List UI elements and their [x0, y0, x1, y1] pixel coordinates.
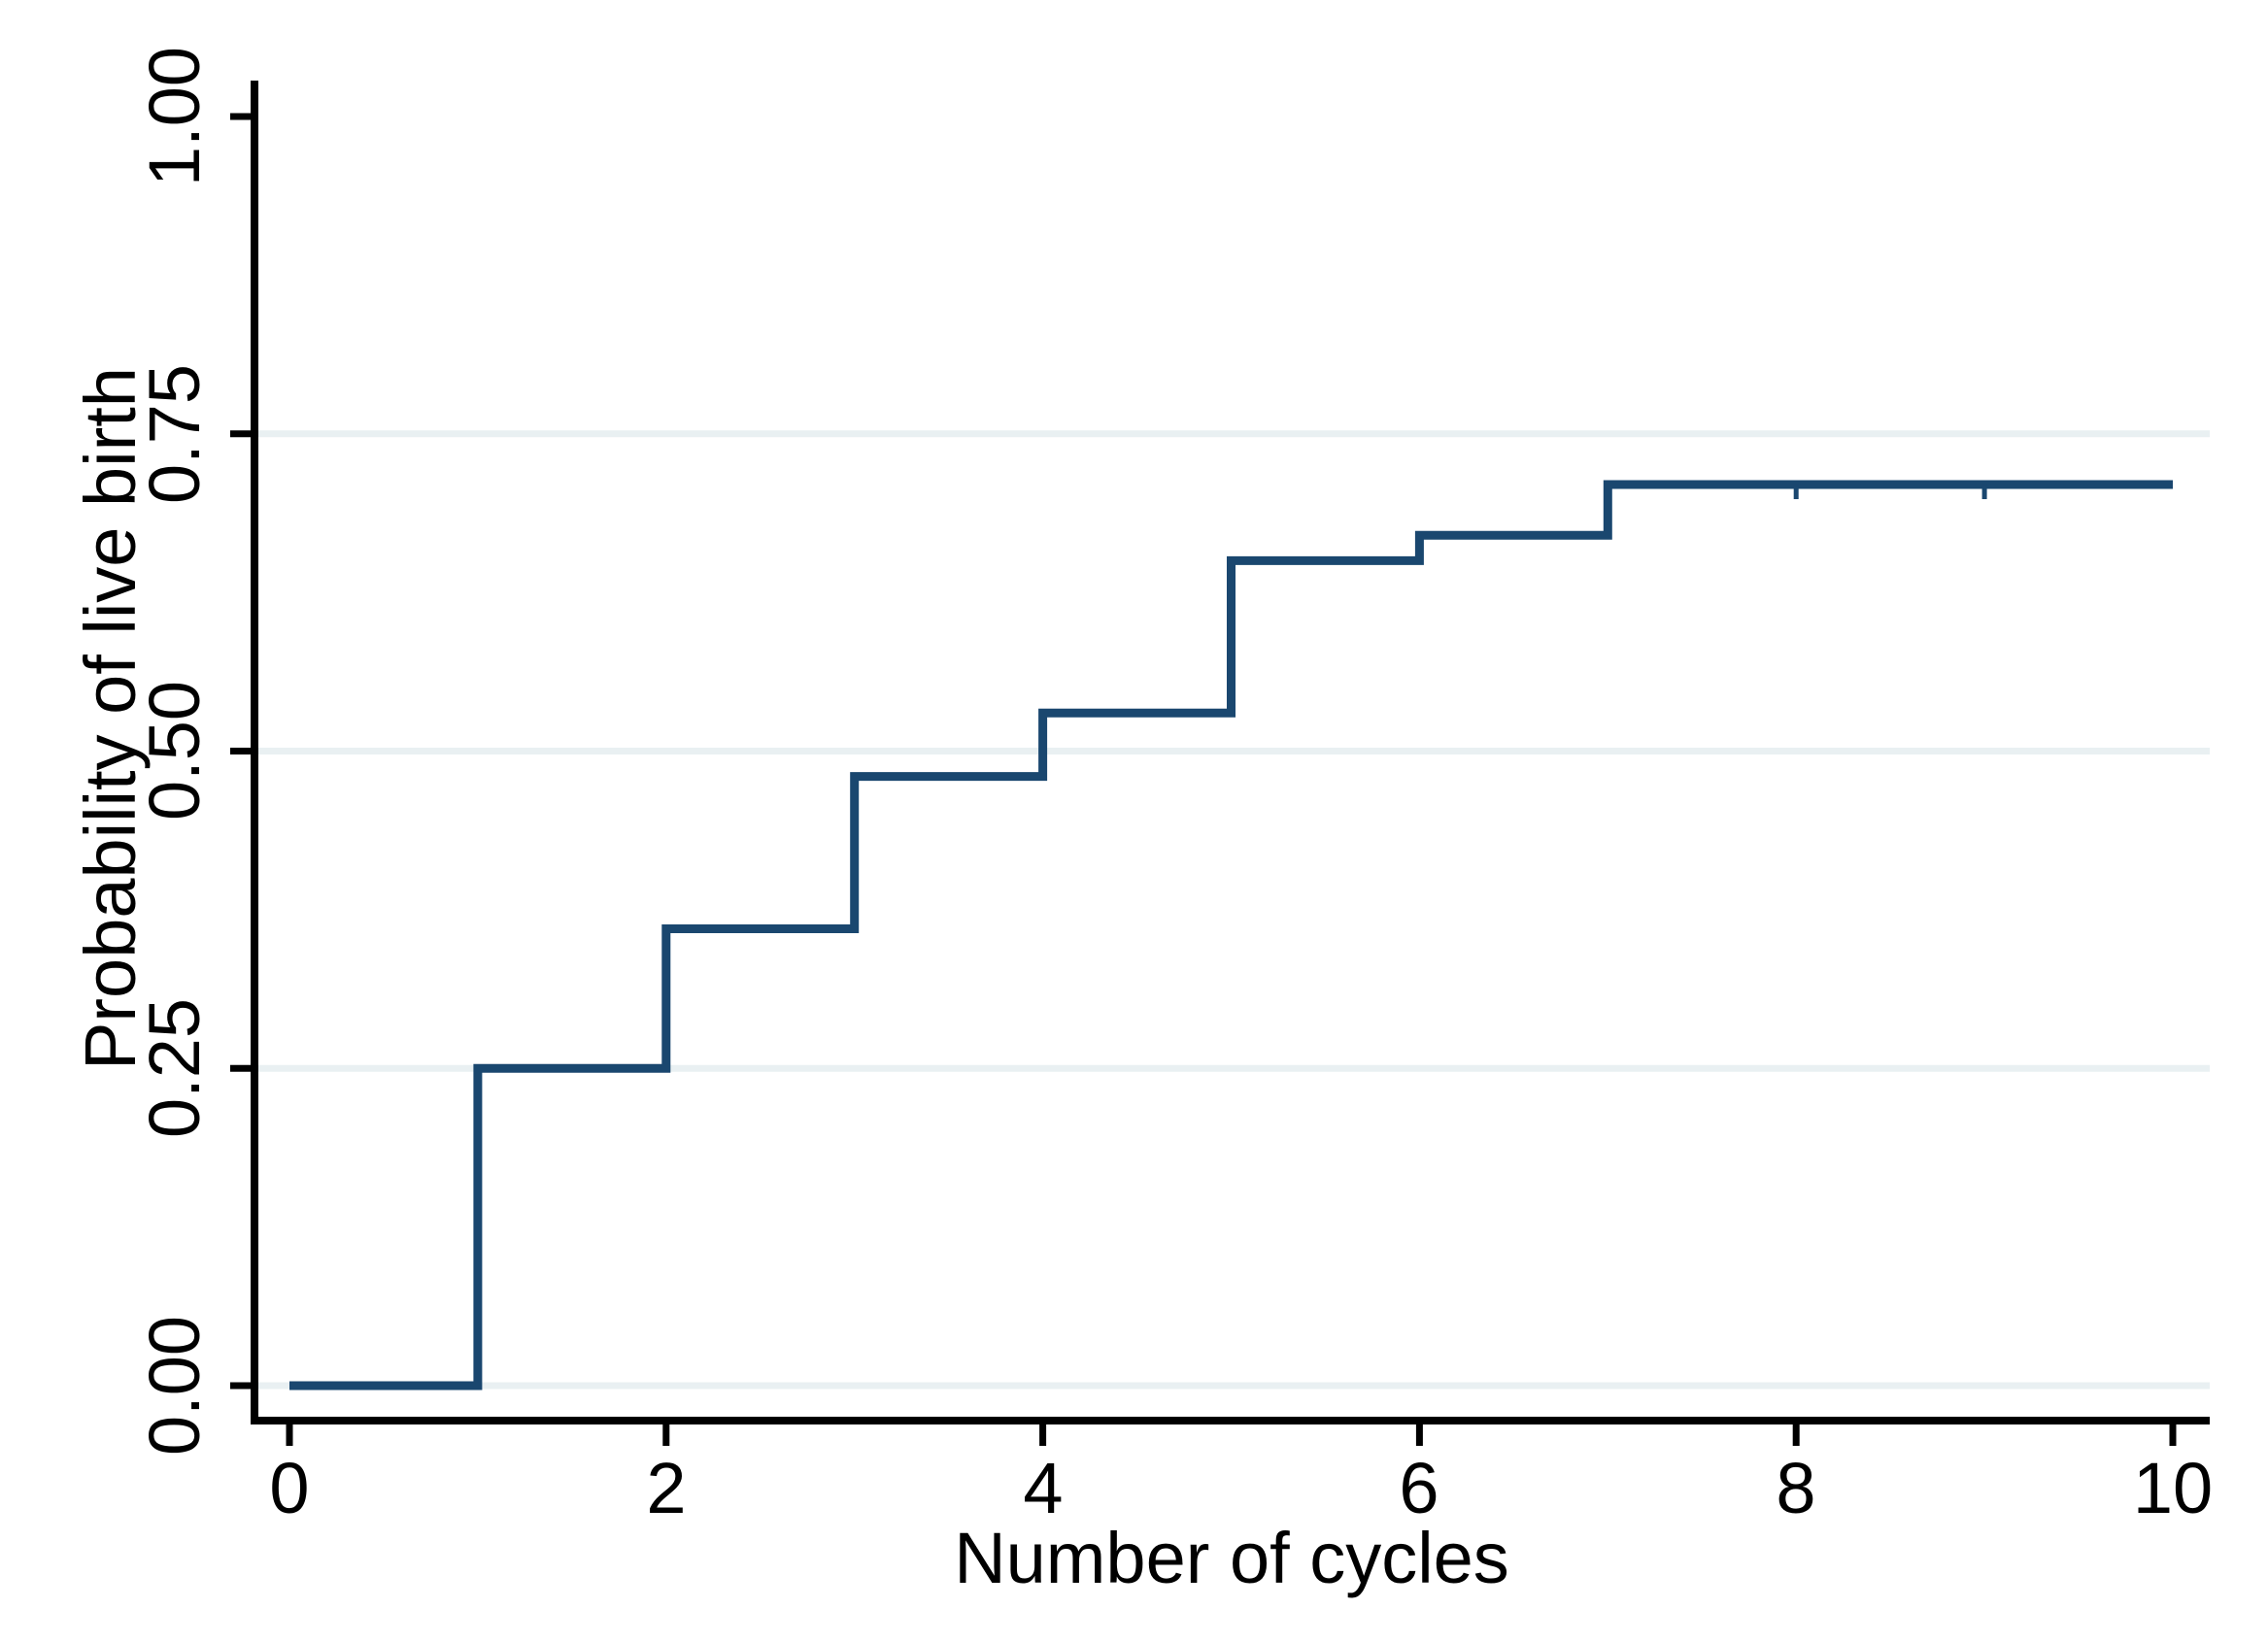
y-tick-label-0.25: 0.25	[134, 997, 215, 1139]
y-tick-label-0.75: 0.75	[134, 363, 215, 505]
axis-lines	[251, 81, 2210, 1424]
x-tick-label-6: 6	[1399, 1448, 1439, 1528]
y-tick-label-1.00: 1.00	[134, 46, 215, 187]
x-tick-label-8: 8	[1776, 1448, 1816, 1528]
x-axis-title: Number of cycles	[954, 1518, 1509, 1598]
y-tick-label-0.00: 0.00	[134, 1315, 215, 1457]
x-tick-label-0: 0	[269, 1448, 310, 1528]
x-tick-label-2: 2	[646, 1448, 687, 1528]
x-tick-label-10: 10	[2132, 1448, 2214, 1528]
y-tick-label-0.50: 0.50	[134, 680, 215, 821]
survival-step-curve	[289, 480, 2173, 1391]
x-tick-label-4: 4	[1023, 1448, 1064, 1528]
